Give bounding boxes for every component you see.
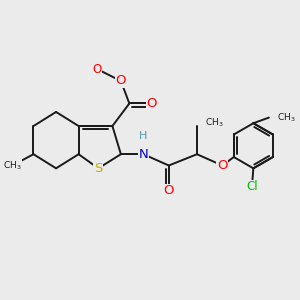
Text: CH$_3$: CH$_3$ xyxy=(277,111,296,124)
Text: O: O xyxy=(147,97,157,110)
Text: S: S xyxy=(94,162,103,175)
Text: H: H xyxy=(139,131,148,141)
Text: O: O xyxy=(116,74,126,87)
Text: O: O xyxy=(164,184,174,197)
Text: O: O xyxy=(217,159,228,172)
Text: CH$_3$: CH$_3$ xyxy=(206,117,224,130)
Text: N: N xyxy=(139,148,148,161)
Text: CH$_3$: CH$_3$ xyxy=(3,159,22,172)
Text: O: O xyxy=(92,63,101,76)
Text: Cl: Cl xyxy=(246,180,258,193)
